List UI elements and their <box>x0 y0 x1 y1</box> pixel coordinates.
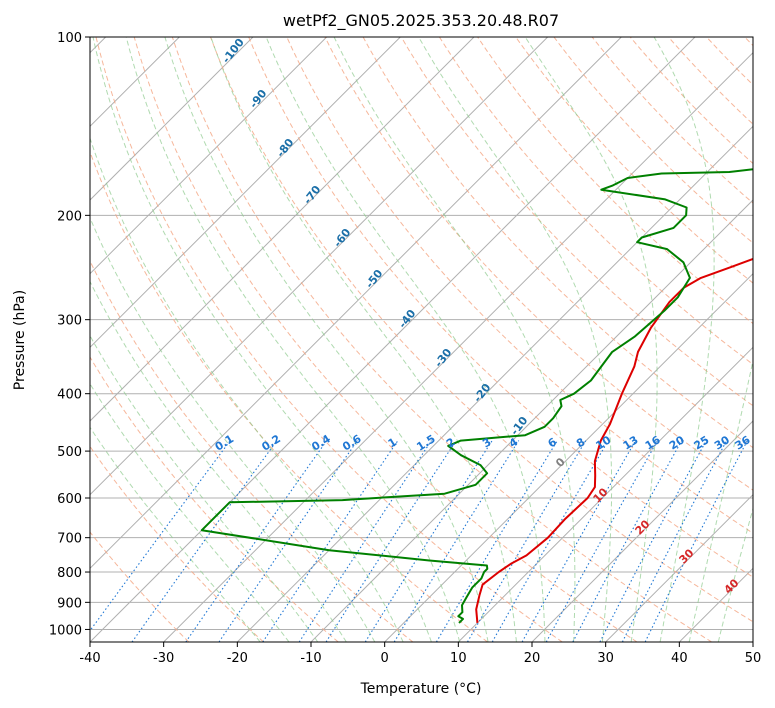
y-tick-label: 600 <box>57 492 82 507</box>
isotherm--100 <box>90 37 254 201</box>
isotherm-20 <box>531 420 753 642</box>
mixing-ratio-line <box>572 440 683 642</box>
isotherm--30 <box>163 51 753 642</box>
dewpoint-profile <box>200 168 753 624</box>
plot-background <box>90 37 753 642</box>
grid-layer <box>90 37 753 642</box>
dry-adiabat <box>133 37 638 642</box>
dry-adiabat <box>210 37 753 623</box>
moist-adiabat <box>333 37 576 642</box>
mixing-ratio-line <box>90 440 231 632</box>
dry-adiabat <box>324 37 753 491</box>
series-layer <box>200 168 753 624</box>
plot-frame <box>89 36 754 643</box>
mixing-ratio-line <box>435 440 558 642</box>
mixing-ratio-line <box>364 440 493 642</box>
isotherm-10 <box>457 346 753 642</box>
dry-adiabat <box>400 37 753 407</box>
moist-adiabat <box>524 37 658 642</box>
isotherm--80 <box>90 37 401 349</box>
dry-adiabat <box>90 531 190 642</box>
x-tick-label: -40 <box>79 651 100 666</box>
isotherm-0 <box>384 272 753 642</box>
mixing-ratio-line <box>325 440 457 642</box>
moist-adiabat <box>688 358 753 642</box>
isotherm--90 <box>90 37 328 275</box>
x-tick-label: 50 <box>745 651 762 666</box>
y-tick-label: 500 <box>57 445 82 460</box>
moist-adiabat <box>210 37 517 642</box>
dry-adiabat <box>248 37 753 578</box>
y-tick-label: 1000 <box>49 623 82 638</box>
dry-adiabat <box>90 445 264 642</box>
x-tick-label: -20 <box>227 651 248 666</box>
moist-adiabat <box>90 280 347 642</box>
moist-adiabat <box>418 37 613 642</box>
moist-adiabat <box>90 216 376 642</box>
moist-adiabat <box>90 382 290 642</box>
mixing-ratio-line <box>262 440 399 642</box>
moist-adiabat <box>90 426 261 642</box>
mixing-ratio-line <box>521 440 637 642</box>
dry-adiabat <box>438 37 753 366</box>
moist-adiabat <box>717 506 753 642</box>
y-tick-label: 400 <box>57 388 82 403</box>
mixing-ratio-line <box>393 440 520 642</box>
isotherm--70 <box>90 37 475 422</box>
dry-adiabat <box>95 37 563 642</box>
dry-adiabat <box>90 150 488 642</box>
x-tick-label: 20 <box>524 651 541 666</box>
y-tick-label: 900 <box>57 596 82 611</box>
moist-adiabat <box>90 136 404 642</box>
y-tick-label: 800 <box>57 566 82 581</box>
dry-adiabat <box>171 37 712 642</box>
x-tick-label: -30 <box>153 651 174 666</box>
y-tick-label: 100 <box>57 31 82 46</box>
x-axis-title: Temperature (°C) <box>360 681 482 697</box>
mixing-ratio-line <box>467 440 587 642</box>
mixing-ratio-line <box>298 440 432 642</box>
x-tick-label: 30 <box>597 651 614 666</box>
x-tick-label: 10 <box>450 651 467 666</box>
ticks-layer: -40 -30 -20 -10 0 10 20 30 40 50 100 200 300 400 500 60… <box>49 31 761 666</box>
isotherm--20 <box>236 125 753 642</box>
isotherm--40 <box>90 37 696 642</box>
moist-adiabat <box>90 334 319 642</box>
isotherm--50 <box>90 37 622 570</box>
y-tick-label: 700 <box>57 532 82 547</box>
dry-adiabat <box>515 37 753 284</box>
y-tick-label: 200 <box>57 209 82 224</box>
mixing-ratio-line <box>545 440 659 642</box>
dry-adiabat <box>90 259 414 642</box>
chart-title: wetPf2_GN05.2025.353.20.48.R07 <box>283 11 559 31</box>
moist-adiabat <box>125 37 461 642</box>
x-tick-label: -10 <box>300 651 321 666</box>
mixing-ratio-line <box>131 440 278 642</box>
temperature-profile <box>475 257 753 623</box>
x-tick-label: 40 <box>671 651 688 666</box>
y-axis-title: Pressure (hPa) <box>12 290 28 390</box>
mixing-ratio-line <box>644 440 748 642</box>
mixing-ratio-line <box>185 440 328 642</box>
moist-adiabat <box>265 37 546 642</box>
y-tick-label: 300 <box>57 314 82 329</box>
moist-adiabat <box>92 37 432 642</box>
dry-adiabat <box>90 356 339 642</box>
isotherm-50 <box>752 641 753 642</box>
x-tick-label: 0 <box>381 651 389 666</box>
mixing-ratio-line <box>491 440 609 642</box>
isotherm--60 <box>90 37 549 496</box>
isotherm-30 <box>605 493 753 642</box>
moist-adiabat <box>653 37 715 642</box>
